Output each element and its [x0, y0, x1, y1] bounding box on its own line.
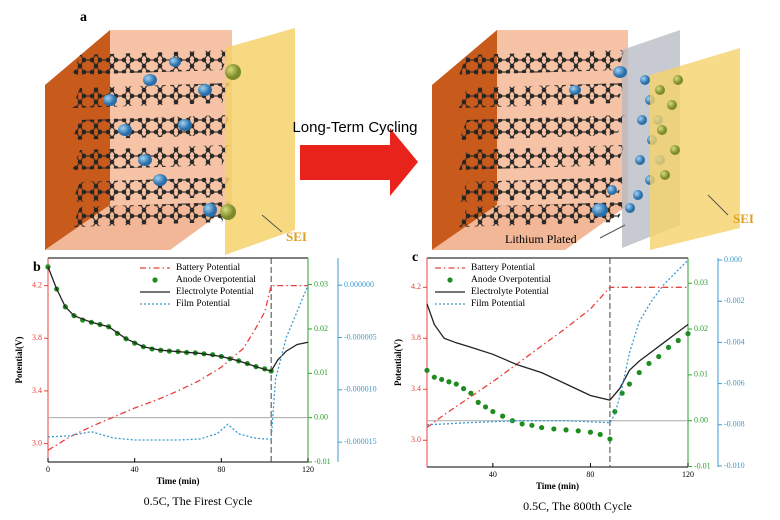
legend-label: Anode Overpotential: [176, 275, 256, 285]
y3-tick-label: 0.000000: [344, 280, 374, 289]
panel-label: a: [80, 10, 87, 25]
legend-marker: [447, 277, 453, 283]
arrow: [300, 128, 418, 196]
y2-tick-label: 0.02: [694, 324, 708, 333]
legend-label: Film Potential: [176, 299, 230, 309]
y3-tick-label: -0.000005: [344, 332, 377, 341]
y-tick-label: 3.8: [411, 333, 421, 342]
data-point: [656, 353, 662, 360]
y-axis-title: Potential(V): [14, 337, 24, 384]
data-point: [563, 427, 569, 433]
y-tick-label: 3.0: [32, 438, 42, 447]
data-point: [636, 369, 642, 376]
x-tick-label: 120: [302, 465, 314, 474]
y3-tick-label: 0.000: [724, 255, 742, 264]
y3-tick-label: -0.000015: [344, 437, 377, 446]
y2-tick-label: 0.01: [694, 370, 708, 379]
schematic-fresh: [45, 28, 295, 255]
x-tick-label: 120: [682, 470, 694, 479]
y2-tick-label: 0.03: [314, 279, 328, 288]
y3-tick-label: -0.006: [724, 378, 745, 387]
y3-tick-label: -0.004: [724, 337, 745, 346]
caption: 0.5C, The Firest Cycle: [144, 494, 253, 508]
x-tick-label: 0: [46, 465, 50, 474]
x-tick-label: 80: [217, 465, 225, 474]
y-tick-label: 4.2: [411, 282, 421, 291]
arrow-label: Long-Term Cycling: [292, 119, 417, 136]
data-point: [500, 413, 506, 419]
y3-tick-label: -0.000010: [344, 385, 377, 394]
data-point: [539, 424, 545, 431]
data-line: [426, 259, 689, 426]
data-point: [482, 404, 489, 410]
y-axis-title: Potential(V): [393, 339, 403, 386]
legend-label: Film Potential: [471, 299, 525, 309]
data-point: [490, 408, 496, 415]
x-tick-label: 40: [131, 465, 139, 474]
legend-label: Electrolyte Potential: [471, 287, 549, 297]
data-point: [460, 386, 467, 392]
data-point: [446, 379, 452, 385]
y3-tick-label: -0.008: [724, 420, 745, 429]
y3-tick-label: -0.010: [724, 461, 745, 470]
legend-label: Anode Overpotential: [471, 275, 551, 285]
y2-tick-label: 0.00: [694, 416, 708, 425]
data-point: [431, 374, 437, 380]
data-point: [519, 421, 525, 427]
y-tick-label: 3.4: [32, 386, 42, 395]
data-point: [675, 337, 681, 344]
data-line: [426, 303, 689, 401]
data-point: [45, 264, 51, 270]
data-point: [424, 367, 430, 373]
data-point: [529, 422, 535, 428]
schematic-aged: [432, 30, 740, 250]
data-point: [575, 428, 581, 434]
y3-tick-label: -0.002: [724, 296, 745, 305]
data-point: [685, 331, 691, 337]
data-point: [646, 360, 652, 367]
data-point: [439, 376, 445, 383]
y2-tick-label: 0.01: [314, 368, 328, 377]
panel-label: b: [33, 260, 41, 275]
data-point: [626, 381, 633, 387]
data-line: [47, 266, 309, 372]
data-point: [665, 344, 672, 350]
y2-tick-label: -0.01: [694, 461, 711, 470]
x-tick-label: 80: [586, 470, 594, 479]
data-point: [551, 426, 557, 432]
data-line: [47, 284, 309, 441]
legend-label: Electrolyte Potential: [176, 287, 254, 297]
x-axis-title: Time (min): [156, 476, 199, 486]
y2-tick-label: -0.01: [314, 457, 331, 466]
legend-label: Battery Potential: [176, 263, 240, 273]
y2-tick-label: 0.03: [694, 278, 708, 287]
sei-label: SEI: [286, 229, 307, 244]
x-axis-title: Time (min): [536, 481, 579, 491]
y2-tick-label: 0.00: [314, 412, 328, 421]
data-point: [468, 390, 474, 396]
y-tick-label: 4.2: [32, 280, 42, 289]
legend-label: Battery Potential: [471, 263, 535, 273]
y2-tick-label: 0.02: [314, 324, 328, 333]
y-tick-label: 3.8: [32, 333, 42, 342]
data-point: [475, 399, 481, 405]
data-point: [597, 431, 603, 438]
y-tick-label: 3.4: [411, 384, 421, 393]
plated-label: Lithium Plated: [505, 232, 577, 246]
x-tick-label: 40: [489, 470, 497, 479]
sei-label: SEI: [733, 211, 754, 226]
data-line: [47, 284, 308, 451]
caption: 0.5C, The 800th Cycle: [523, 499, 632, 513]
panel-label: c: [412, 250, 418, 265]
legend-marker: [152, 277, 158, 283]
data-line: [426, 286, 688, 429]
data-point: [607, 436, 613, 442]
data-point: [587, 429, 594, 435]
y-tick-label: 3.0: [411, 435, 421, 444]
data-point: [453, 381, 459, 387]
